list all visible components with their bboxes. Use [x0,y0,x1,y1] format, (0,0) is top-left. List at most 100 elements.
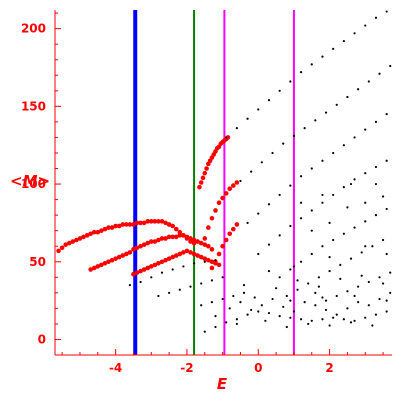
series-18 [214,182,392,329]
data-point [374,16,378,19]
x-tick-label: -4 [109,361,122,375]
data-point [289,268,292,271]
data-point [310,319,313,322]
data-point [242,283,246,287]
data-point [267,99,271,102]
data-point [385,310,388,313]
data-point [242,291,246,294]
x-tick-label: -2 [180,361,193,375]
series-8 [239,64,392,183]
data-point [239,179,242,183]
data-point [148,239,154,244]
data-point [124,222,129,227]
data-point [235,127,238,130]
data-point [91,229,97,235]
series-5 [202,180,240,241]
data-point [289,80,292,83]
data-point [74,237,79,243]
data-point [342,144,345,147]
data-point [310,167,313,170]
data-point [346,307,349,310]
data-point [228,307,231,310]
data-point [214,259,217,262]
data-point [260,161,263,164]
data-point [216,262,222,268]
data-point [200,175,206,181]
data-point [364,24,367,27]
data-point [339,263,342,266]
data-point [170,234,175,240]
data-point [202,242,208,247]
data-point [339,277,342,280]
data-point [364,201,367,204]
data-point [246,313,249,316]
data-point [148,219,154,224]
data-point [95,264,101,269]
data-point [134,220,140,226]
data-point [181,233,186,238]
series-10 [257,159,388,256]
series-1 [56,219,197,254]
data-point [195,253,200,258]
data-point [213,208,218,213]
data-point [206,225,211,230]
data-point [257,212,260,215]
data-point [342,186,345,189]
data-point [257,310,260,313]
data-point [131,247,136,252]
data-point [285,325,288,329]
series-14 [203,310,388,333]
data-point [209,215,215,221]
data-point [310,229,313,232]
data-point [257,252,260,256]
data-point [299,217,303,220]
data-point [166,222,172,227]
data-point [192,262,196,265]
data-point [321,55,324,58]
data-point [360,251,363,254]
data-point [367,80,370,83]
data-point [66,240,72,246]
data-point [145,219,151,224]
data-point [364,172,367,175]
data-point [389,291,392,294]
data-point [335,103,338,106]
data-point [374,120,378,123]
y-tick-label: 150 [21,99,46,113]
data-point [292,134,296,137]
data-point [317,285,320,288]
data-point [225,136,228,139]
data-point [163,257,168,263]
data-point [202,236,208,241]
data-point [303,127,306,130]
data-point [156,219,161,224]
data-point [152,262,158,268]
y-tick-label: 50 [29,255,46,269]
data-point [289,224,292,228]
data-point [332,151,335,155]
data-point [314,304,317,307]
data-point [353,226,356,229]
data-point [138,220,143,226]
data-point [188,236,193,241]
data-point [134,245,140,251]
data-point [234,180,240,185]
data-point [296,288,299,291]
data-point [328,221,331,225]
data-point [152,239,158,244]
data-point [299,318,303,321]
data-point [378,297,381,301]
data-point [250,308,253,312]
series-6 [209,222,240,271]
data-point [250,170,253,173]
data-point [168,291,171,294]
data-point [197,184,202,190]
data-point [141,267,147,272]
data-point [138,268,143,274]
data-point [59,245,65,251]
data-point [200,282,203,285]
data-point [203,330,206,333]
data-point [353,32,356,35]
data-point [299,201,303,204]
data-point [56,248,61,254]
